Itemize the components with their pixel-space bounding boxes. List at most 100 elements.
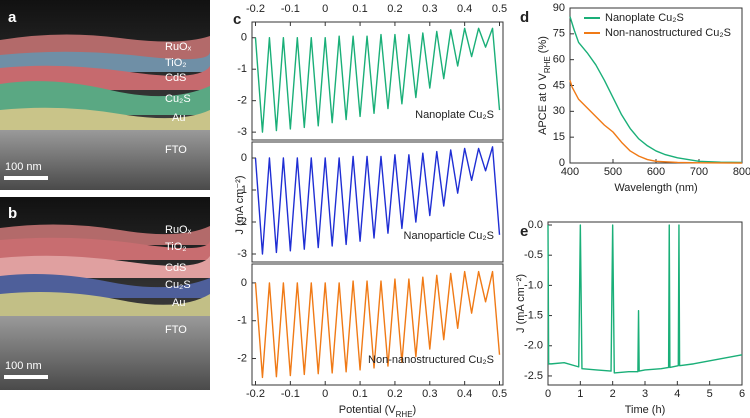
axis-label-part: RHE [543, 56, 552, 73]
y-tick-label: -1 [237, 63, 247, 75]
panel-label: c [233, 11, 241, 28]
layer-label: TiO₂ [165, 57, 187, 69]
axis-label-part: ) [413, 404, 417, 416]
axis-label: APCE at 0 VRHE (%) [537, 36, 552, 135]
x2-tick-label: 0.4 [457, 3, 472, 15]
y-tick-label: -3 [237, 248, 247, 260]
y-tick-label: 0 [241, 32, 247, 44]
x-tick-label: 500 [604, 166, 622, 178]
layer-label: Au [172, 297, 185, 309]
x-tick-label: 0.4 [457, 388, 472, 400]
legend-label: Nanoplate Cu₂S [605, 12, 684, 24]
y-tick-label: 15 [553, 131, 565, 143]
y-tick-label: -0.5 [524, 249, 543, 261]
data-line [254, 146, 501, 255]
x-tick-label: 3 [642, 388, 648, 400]
data-line [254, 27, 501, 133]
data-line [569, 80, 743, 164]
axis-label-part: Time (h) [625, 404, 666, 416]
x2-tick-label: 0.5 [492, 3, 507, 15]
y-tick-label: -2 [237, 216, 247, 228]
y-tick-label: -2 [237, 95, 247, 107]
y-tick-label: -1.5 [524, 309, 543, 321]
y-tick-label: 0 [241, 277, 247, 289]
scale-bar-label: 100 nm [5, 161, 42, 173]
x-tick-label: 700 [690, 166, 708, 178]
panel-label: b [8, 205, 17, 222]
x-tick-label: -0.2 [246, 388, 265, 400]
y-tick-label: 45 [553, 79, 565, 91]
layer-label: CdS [165, 72, 186, 84]
curve-annotation: Nanoplate Cu₂S [415, 109, 494, 121]
y-tick-label: -1.0 [524, 279, 543, 291]
y-tick-label: 90 [553, 2, 565, 14]
y-tick-label: 60 [553, 54, 565, 66]
x-tick-label: 6 [739, 388, 745, 400]
x-tick-label: 0.1 [352, 388, 367, 400]
x-tick-label: 800 [733, 166, 750, 178]
x-tick-label: 4 [674, 388, 680, 400]
axis-label-part: J (mA cm⁻²) [515, 274, 527, 333]
curve-annotation: Nanoparticle Cu₂S [404, 230, 494, 242]
panel-label: e [520, 223, 528, 240]
x-tick-label: 0.3 [422, 388, 437, 400]
axis-label-part: RHE [396, 410, 413, 418]
x-tick-label: 5 [707, 388, 713, 400]
scale-bar-label: 100 nm [5, 360, 42, 372]
layer-label: Au [172, 112, 185, 124]
panel-label: d [520, 9, 529, 26]
y-tick-label: -2.5 [524, 370, 543, 382]
plot-frame [251, 21, 504, 141]
y-tick-label: 30 [553, 105, 565, 117]
axis-label-part: Wavelength (nm) [614, 182, 697, 194]
axis-label: Time (h) [625, 404, 666, 416]
data-line [569, 16, 743, 164]
x2-tick-label: 0 [322, 3, 328, 15]
x-tick-label: 2 [610, 388, 616, 400]
y-tick-label: 0 [559, 157, 565, 169]
x-tick-label: 400 [561, 166, 579, 178]
panel-label: a [8, 9, 17, 26]
layer-label: CdS [165, 262, 186, 274]
x-tick-label: 0.2 [387, 388, 402, 400]
axis-label: Potential (VRHE) [339, 404, 416, 418]
y-tick-label: -1 [237, 184, 247, 196]
layer-label: TiO₂ [165, 241, 187, 253]
axis-label-part: Potential (V [339, 404, 397, 416]
layer-label: FTO [165, 144, 187, 156]
layer-label: RuOₓ [165, 41, 192, 53]
x2-tick-label: 0.2 [387, 3, 402, 15]
plot-frame [251, 263, 504, 386]
axis-label-part: (%) [537, 36, 549, 56]
y-tick-label: -1 [237, 315, 247, 327]
axis-label: J (mA cm⁻²) [515, 274, 527, 333]
y-tick-label: 75 [553, 28, 565, 40]
curve-annotation: Non-nanostructured Cu₂S [368, 354, 494, 366]
axis-label: J (mA cm⁻²) [234, 176, 246, 235]
x-tick-label: 600 [647, 166, 665, 178]
sem-image-b: RuOₓ TiO₂ CdS Cu₂S Au FTO 100 nm b [0, 197, 210, 390]
y-tick-label: -2.0 [524, 340, 543, 352]
layer-label: Cu₂S [165, 279, 191, 291]
data-line [254, 270, 501, 379]
sem-image-a: RuOₓ TiO₂ CdS Cu₂S Au FTO 100 nm a [0, 0, 210, 190]
x-tick-label: 0 [322, 388, 328, 400]
x2-tick-label: -0.2 [246, 3, 265, 15]
x2-tick-label: 0.3 [422, 3, 437, 15]
axis-label-part: J (mA cm⁻²) [234, 176, 246, 235]
x-tick-label: 0.5 [492, 388, 507, 400]
x-tick-label: -0.1 [281, 388, 300, 400]
y-tick-label: 0.0 [528, 219, 543, 231]
y-tick-label: 0 [241, 152, 247, 164]
legend-label: Non-nanostructured Cu₂S [605, 27, 731, 39]
layer-label: FTO [165, 324, 187, 336]
plot-frame [251, 141, 504, 263]
layer-label: RuOₓ [165, 224, 192, 236]
x-tick-label: 0 [545, 388, 551, 400]
layer-label: Cu₂S [165, 93, 191, 105]
axis-label-part: APCE at 0 V [537, 72, 549, 134]
x-tick-label: 1 [577, 388, 583, 400]
x2-tick-label: -0.1 [281, 3, 300, 15]
